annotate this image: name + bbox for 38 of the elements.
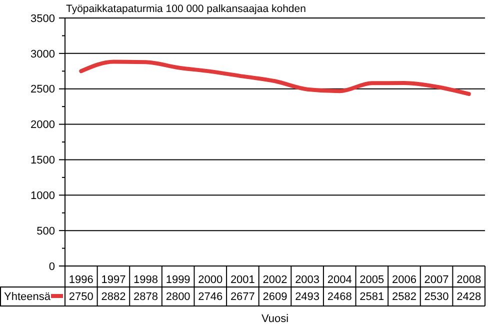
text: Yhteensä bbox=[4, 291, 52, 303]
data-label: 2750 bbox=[68, 291, 94, 303]
x-tick-label: 2004 bbox=[327, 274, 352, 286]
x-tick-label: 1996 bbox=[68, 274, 94, 286]
data-label: 2582 bbox=[392, 291, 416, 303]
y-tick-label: 3000 bbox=[30, 48, 55, 60]
data-label: 2530 bbox=[424, 291, 449, 303]
x-tick-label: 2006 bbox=[392, 274, 416, 286]
data-label: 2878 bbox=[134, 291, 158, 303]
y-tick-label: 1500 bbox=[30, 154, 55, 167]
data-label: 2609 bbox=[262, 291, 288, 303]
data-label: 2493 bbox=[295, 291, 320, 303]
data-label: 2746 bbox=[198, 291, 223, 303]
y-tick-label: 2500 bbox=[30, 84, 55, 96]
data-label: 2800 bbox=[166, 291, 190, 303]
data-label: 2581 bbox=[360, 291, 384, 303]
y-tick-label: 0 bbox=[48, 260, 55, 273]
y-tick-label: 500 bbox=[36, 225, 55, 238]
x-tick-label: 1999 bbox=[166, 274, 190, 286]
y-tick-label: 1000 bbox=[30, 190, 55, 202]
x-tick-label: 2000 bbox=[198, 274, 223, 286]
x-tick-label: 2005 bbox=[360, 274, 384, 286]
line-series bbox=[79, 60, 471, 96]
x-tick-label: 2007 bbox=[424, 274, 449, 286]
x-tick-label: 2001 bbox=[230, 274, 255, 286]
x-tick-label: 2003 bbox=[295, 274, 320, 286]
chart-title: Työpaikkatapaturmia 100 000 palkansaajaa kohden bbox=[66, 3, 306, 15]
x-tick-label: 1997 bbox=[101, 274, 126, 286]
data-label: 2468 bbox=[327, 291, 352, 303]
x-tick-label: 1998 bbox=[134, 274, 158, 286]
data-label: 2882 bbox=[101, 291, 126, 303]
data-label: 2428 bbox=[456, 291, 482, 303]
x-tick-label: 2002 bbox=[262, 274, 288, 286]
x-tick-label: 2008 bbox=[456, 274, 482, 286]
x-axis-title: Vuosi bbox=[261, 313, 289, 325]
y-tick-label: 3500 bbox=[30, 12, 55, 25]
y-tick-label: 2000 bbox=[30, 119, 55, 132]
data-label: 2677 bbox=[230, 291, 255, 303]
